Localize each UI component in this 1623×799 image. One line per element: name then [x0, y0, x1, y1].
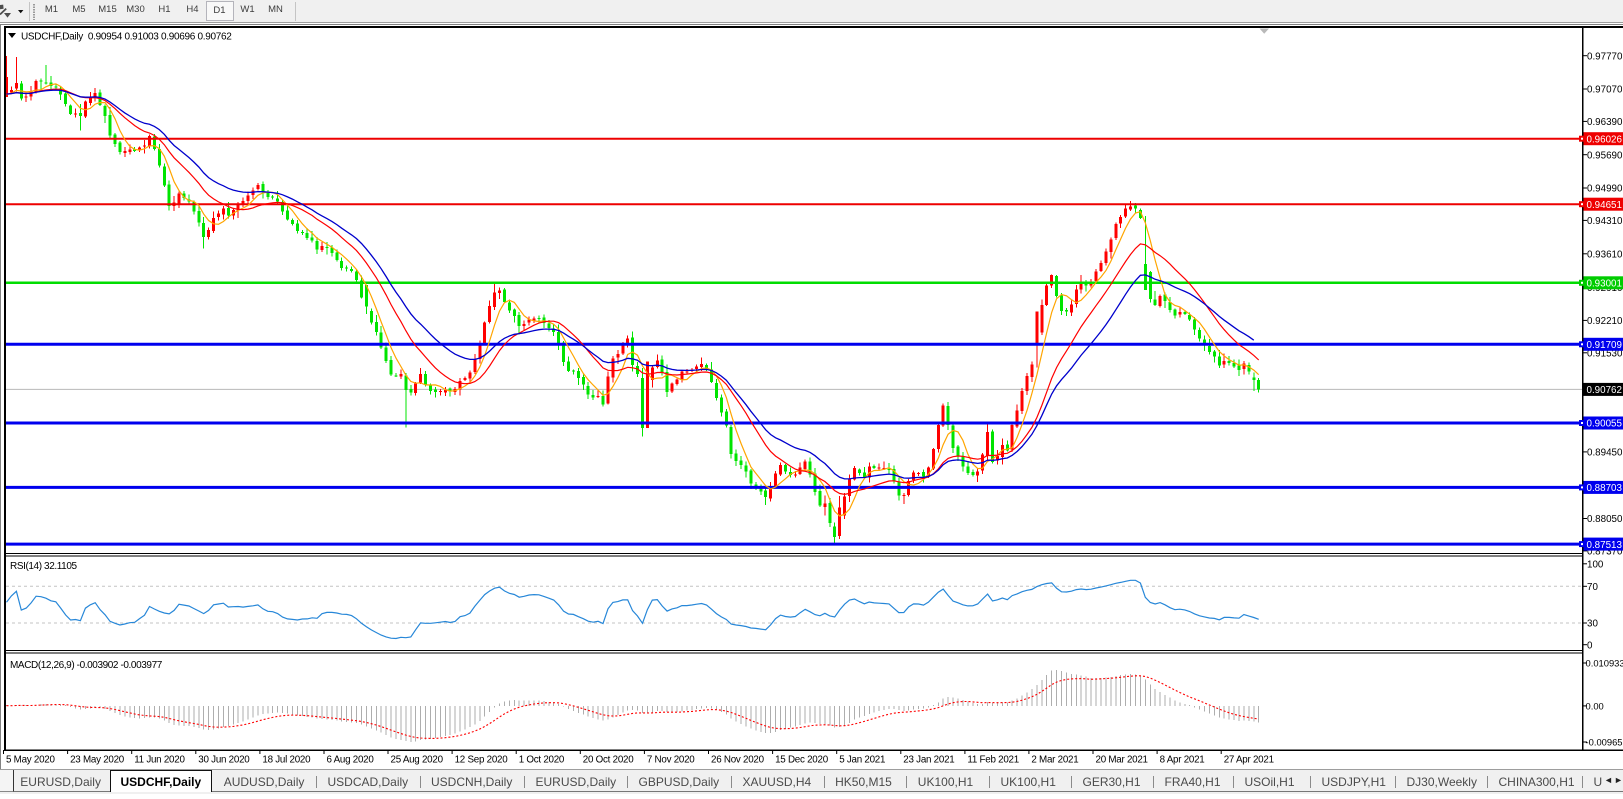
svg-text:23 May 2020: 23 May 2020 — [70, 755, 125, 766]
svg-text:0.97770: 0.97770 — [1587, 51, 1623, 62]
svg-text:0.91709: 0.91709 — [1587, 340, 1622, 351]
svg-text:18 Jul 2020: 18 Jul 2020 — [262, 755, 311, 766]
svg-text:20 Oct 2020: 20 Oct 2020 — [583, 755, 634, 766]
svg-text:USDCHF,Daily 0.90954 0.91003: USDCHF,Daily 0.90954 0.91003 0.90696 0.9… — [21, 32, 232, 43]
svg-text:6 Aug 2020: 6 Aug 2020 — [327, 755, 375, 766]
svg-text:0.89450: 0.89450 — [1587, 448, 1623, 459]
svg-text:0.010933: 0.010933 — [1586, 658, 1623, 669]
svg-text:30: 30 — [1587, 619, 1598, 630]
svg-text:11 Feb 2021: 11 Feb 2021 — [967, 755, 1019, 766]
svg-text:12 Sep 2020: 12 Sep 2020 — [455, 755, 509, 766]
svg-text:70: 70 — [1587, 582, 1598, 593]
svg-text:0.93610: 0.93610 — [1587, 250, 1623, 261]
svg-text:MACD(12,26,9) -0.003902 -0.003: MACD(12,26,9) -0.003902 -0.003977 — [10, 660, 163, 671]
svg-text:30 Jun 2020: 30 Jun 2020 — [198, 755, 250, 766]
svg-text:15 Dec 2020: 15 Dec 2020 — [775, 755, 829, 766]
svg-text:0.97070: 0.97070 — [1587, 85, 1623, 96]
svg-text:27 Apr 2021: 27 Apr 2021 — [1224, 755, 1274, 766]
svg-text:0.94310: 0.94310 — [1587, 216, 1623, 227]
svg-text:0.90762: 0.90762 — [1587, 385, 1622, 396]
svg-text:0.00: 0.00 — [1586, 700, 1604, 711]
svg-text:0.95690: 0.95690 — [1587, 150, 1623, 161]
svg-text:0: 0 — [1587, 640, 1593, 651]
svg-text:0.96026: 0.96026 — [1587, 134, 1623, 145]
svg-text:8 Apr 2021: 8 Apr 2021 — [1160, 755, 1205, 766]
svg-text:2 Mar 2021: 2 Mar 2021 — [1031, 755, 1078, 766]
svg-text:20 Mar 2021: 20 Mar 2021 — [1096, 755, 1148, 766]
svg-text:23 Jan 2021: 23 Jan 2021 — [903, 755, 954, 766]
svg-text:25 Aug 2020: 25 Aug 2020 — [391, 755, 444, 766]
svg-text:0.88703: 0.88703 — [1587, 483, 1623, 494]
svg-text:0.94651: 0.94651 — [1587, 200, 1622, 211]
svg-text:5 Jan 2021: 5 Jan 2021 — [839, 755, 885, 766]
svg-text:100: 100 — [1587, 560, 1604, 571]
svg-text:1 Oct 2020: 1 Oct 2020 — [519, 755, 565, 766]
svg-text:5 May 2020: 5 May 2020 — [6, 755, 55, 766]
svg-text:RSI(14) 32.1105: RSI(14) 32.1105 — [10, 561, 77, 572]
svg-text:0.92210: 0.92210 — [1587, 316, 1623, 327]
svg-text:0.88050: 0.88050 — [1587, 514, 1623, 525]
svg-text:0.96390: 0.96390 — [1587, 117, 1623, 128]
svg-text:11 Jun 2020: 11 Jun 2020 — [134, 755, 185, 766]
svg-text:0.94990: 0.94990 — [1587, 184, 1623, 195]
svg-text:0.87513: 0.87513 — [1587, 540, 1623, 551]
svg-text:7 Nov 2020: 7 Nov 2020 — [647, 755, 695, 766]
svg-text:0.90055: 0.90055 — [1587, 419, 1623, 430]
svg-text:-0.009653: -0.009653 — [1586, 737, 1623, 748]
svg-text:26 Nov 2020: 26 Nov 2020 — [711, 755, 765, 766]
svg-text:0.93001: 0.93001 — [1587, 279, 1622, 290]
